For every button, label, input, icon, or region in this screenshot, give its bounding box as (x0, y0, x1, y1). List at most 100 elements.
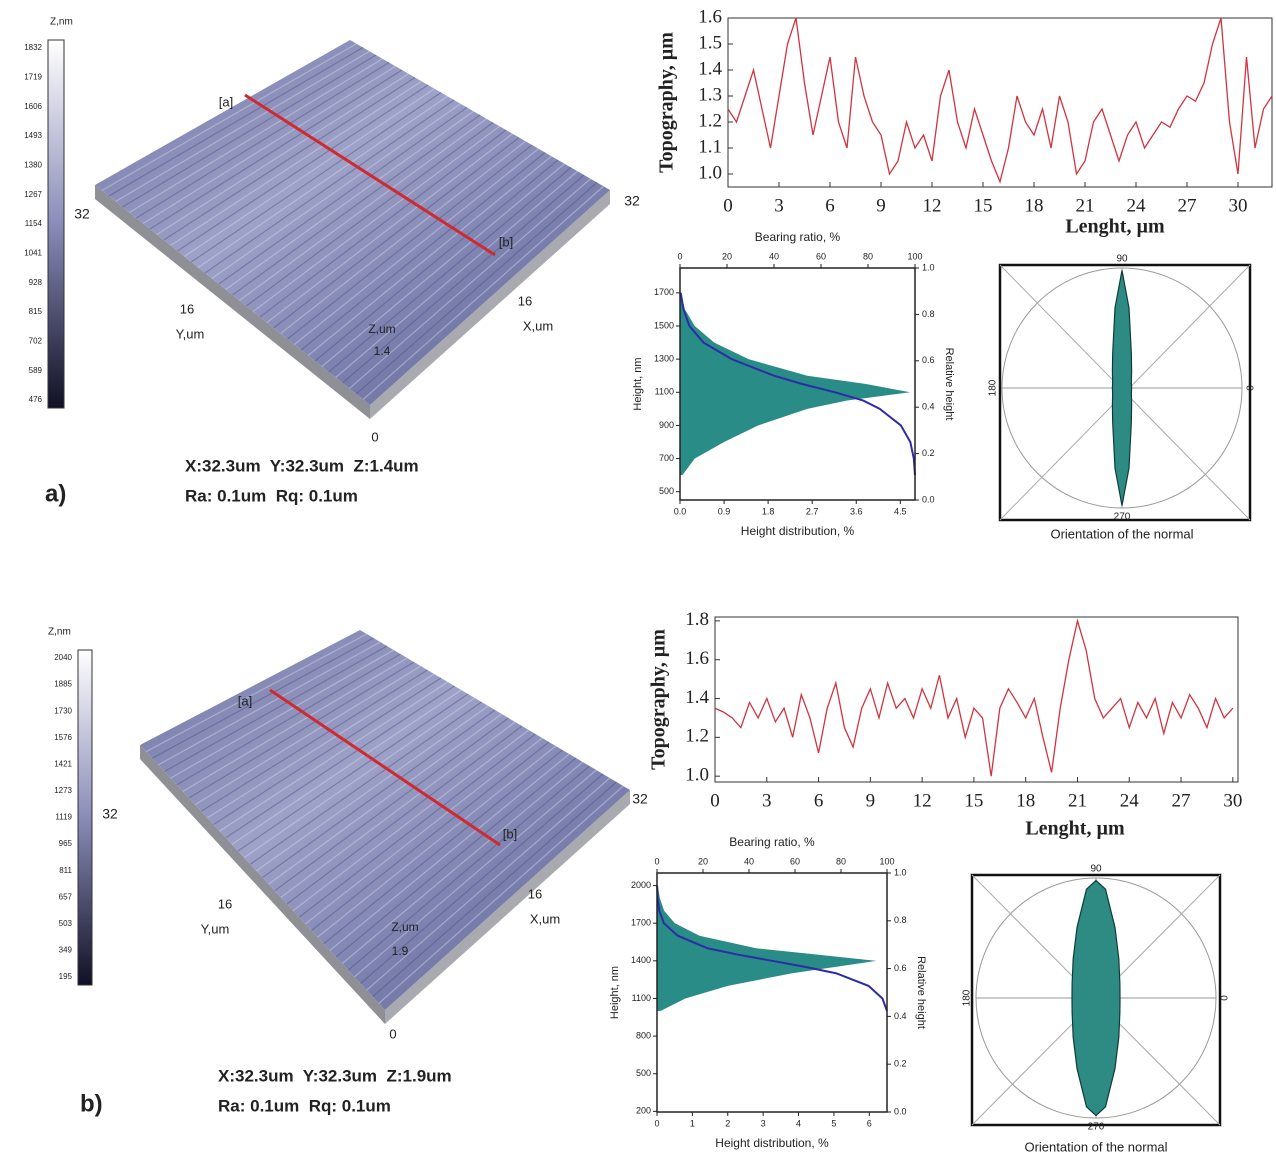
y2-tick-label: 0.8 (894, 915, 907, 925)
surface-ridge (149, 69, 403, 230)
y2-tick-label: 0.4 (894, 1011, 907, 1021)
colorbar-label: 815 (29, 307, 43, 316)
x-tick-label: 9 (876, 195, 886, 216)
colorbar-label: 1606 (24, 102, 42, 111)
surface-ridge (342, 174, 585, 384)
x-tick-label: 0 (654, 1118, 659, 1128)
y-tick-label: 500 (659, 486, 674, 496)
surface-ridge (280, 721, 516, 898)
surface-ridge (243, 697, 476, 859)
surface-ridge (239, 118, 487, 301)
x2-tick-label: 60 (790, 856, 800, 866)
y-tick-label: 1100 (632, 993, 651, 1003)
x2-tick-label: 0 (654, 856, 659, 866)
y-axis-label: Topography, µm (648, 629, 670, 770)
colorbar-label: 811 (59, 866, 72, 875)
y-tick-label: 1.4 (685, 687, 709, 708)
surface-label: [a] (238, 693, 252, 708)
x-tick-label: 1.8 (762, 506, 775, 516)
y2-tick-label: 0.6 (922, 355, 935, 365)
surface-ridge (108, 46, 364, 197)
colorbar (77, 649, 93, 986)
surface-ridge (122, 54, 377, 208)
surface-ridge (335, 757, 577, 958)
x-tick-label: 30 (1229, 195, 1248, 216)
orientation-shape (1071, 879, 1121, 1117)
surface-ridge (317, 745, 557, 938)
surface-ridge (348, 178, 591, 389)
y2-tick-label: 0.4 (922, 402, 935, 412)
y-tick-label: 1400 (631, 955, 651, 965)
surface-ridge (207, 673, 435, 819)
surface-ridge (188, 661, 415, 799)
x-tick-label: 0 (710, 790, 720, 811)
colorbar-label: 1267 (24, 190, 42, 199)
x-tick-label: 2.7 (806, 506, 819, 516)
surface-ridge (372, 781, 617, 998)
plot-frame (679, 267, 916, 501)
surface-ridge (182, 657, 408, 792)
y2-axis-label: Relative height (915, 956, 927, 1029)
y-tick-label: 1700 (654, 287, 674, 297)
y2-tick-label: 0.2 (894, 1059, 907, 1069)
surface-ridge (292, 729, 530, 912)
surface-side (370, 190, 610, 419)
surface-ridge (314, 159, 559, 362)
x2-tick-label: 20 (698, 856, 708, 866)
surface-ridge (305, 737, 543, 925)
surface-ridge (329, 753, 570, 951)
x-tick-label: 5 (831, 1118, 836, 1128)
surface-ridge (335, 170, 578, 378)
y2-tick-label: 0.6 (894, 963, 907, 973)
surface-label: Z,um (368, 322, 395, 336)
theta-label: 90 (1090, 864, 1102, 875)
stats: Ra: 0.1um Rq: 0.1um (185, 486, 358, 505)
y-tick-label: 800 (636, 1030, 651, 1040)
surface-ridge (204, 99, 455, 274)
x-tick-label: 30 (1223, 790, 1242, 811)
surface-ridge (280, 140, 526, 334)
colorbar-label: 476 (29, 395, 43, 404)
colorbar-label: 1730 (54, 706, 72, 715)
x-axis-label: Orientation of the normal (1050, 526, 1193, 541)
surface-ridge (311, 741, 550, 931)
surface-ridge (355, 182, 598, 395)
y-tick-label: 1.2 (698, 110, 722, 131)
x-tick-label: 12 (913, 790, 932, 811)
surface-ridge (101, 43, 357, 192)
surface-label: 16 (528, 886, 542, 901)
surface-ridge (231, 689, 462, 845)
x2-tick-label: 40 (744, 856, 754, 866)
x2-tick-label: 0 (677, 251, 682, 261)
surface-ridge (268, 713, 503, 885)
surface-ridge (163, 76, 416, 241)
x-tick-label: 21 (1076, 195, 1095, 216)
y-axis-label: Height, nm (609, 966, 621, 1019)
surface (140, 630, 630, 1010)
y2-tick-label: 0.2 (922, 448, 935, 458)
x2-tick-label: 20 (722, 251, 732, 261)
surface-label: 1.4 (374, 344, 391, 358)
colorbar-label: 503 (59, 919, 73, 928)
surface-ridge (190, 92, 442, 263)
surface-ridge (200, 669, 428, 812)
surface-side (95, 185, 370, 419)
surface-ridge (151, 637, 374, 759)
profile-line (269, 688, 501, 847)
surface-ridge (170, 80, 422, 247)
surface-ridge (184, 88, 435, 257)
x2-tick-label: 100 (907, 251, 922, 261)
x-tick-label: 12 (923, 195, 942, 216)
surface-label: 32 (102, 806, 118, 822)
surface-ridge (176, 653, 401, 786)
x2-tick-label: 80 (836, 856, 846, 866)
surface-label: Y,um (201, 921, 230, 936)
x2-axis-label: Bearing ratio, % (729, 835, 815, 849)
stats: X:32.3um Y:32.3um Z:1.4um (185, 456, 419, 475)
y-tick-label: 1700 (631, 918, 651, 928)
x-tick-label: 27 (1178, 195, 1197, 216)
surface-ridge (256, 705, 489, 872)
y-tick-label: 700 (659, 453, 674, 463)
surface-ridge (341, 761, 584, 965)
